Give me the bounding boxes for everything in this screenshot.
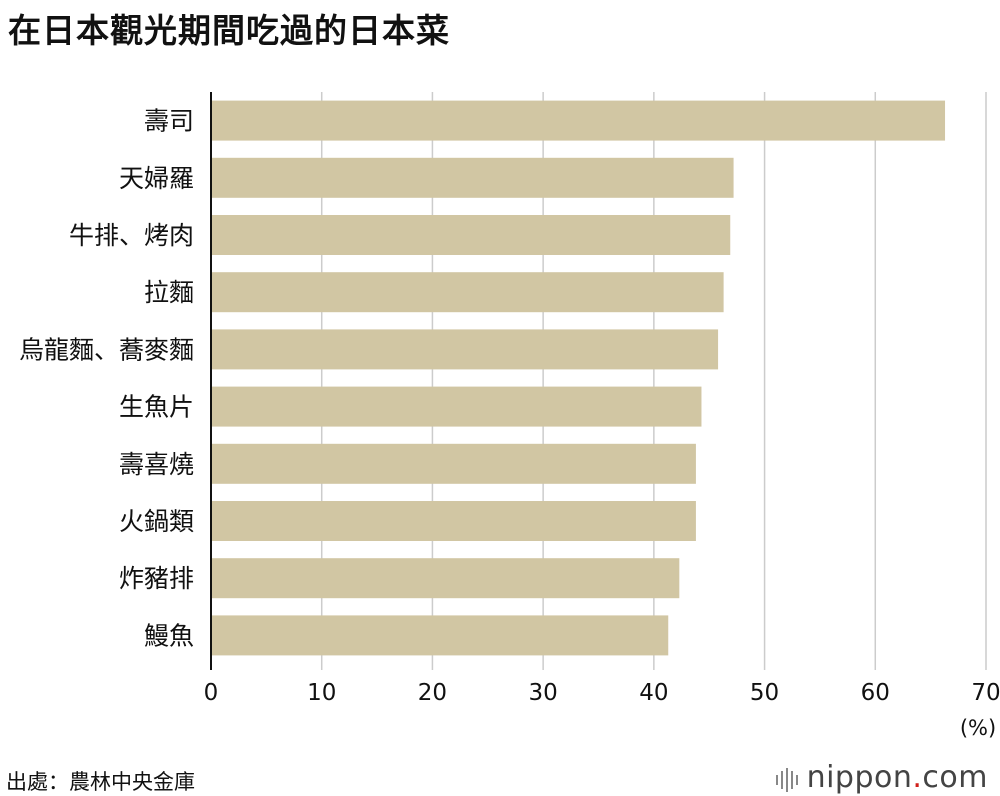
category-label: 火鍋類 [119, 507, 194, 536]
x-tick-label: 70 [971, 680, 1000, 706]
x-tick-label: 50 [750, 680, 779, 706]
bar [211, 215, 731, 255]
x-unit-label: (%) [960, 716, 996, 740]
category-label: 壽司 [144, 107, 194, 136]
category-label: 壽喜燒 [119, 450, 194, 479]
category-label: 生魚片 [119, 393, 194, 422]
bar [211, 615, 669, 656]
category-label: 炸豬排 [119, 564, 194, 593]
logo-dot: . [912, 760, 923, 795]
bar [211, 157, 734, 198]
category-label: 牛排、烤肉 [69, 221, 194, 250]
x-tick-label: 10 [307, 680, 336, 706]
x-tick-label: 30 [529, 680, 558, 706]
x-tick-label: 60 [861, 680, 890, 706]
category-label: 鰻魚 [144, 621, 194, 650]
category-label: 拉麵 [144, 278, 194, 307]
x-tick-label: 20 [418, 680, 447, 706]
bar [211, 501, 696, 541]
logo-bars-icon [775, 761, 801, 796]
logo-suffix: com [922, 760, 988, 795]
bar [211, 443, 696, 484]
x-tick-label: 40 [639, 680, 668, 706]
category-label: 烏龍麵、蕎麥麵 [19, 335, 194, 364]
category-label: 天婦羅 [119, 164, 194, 193]
bar [211, 100, 946, 141]
chart-title: 在日本觀光期間吃過的日本菜 [8, 11, 450, 50]
source-note: 出處：農林中央金庫 [6, 770, 195, 794]
bar [211, 272, 724, 313]
bar [211, 329, 719, 370]
bar [211, 558, 680, 599]
logo-name: nippon [806, 760, 913, 795]
bar [211, 386, 702, 427]
x-tick-label: 0 [204, 680, 219, 706]
nippon-logo: nippon.com [775, 760, 988, 796]
